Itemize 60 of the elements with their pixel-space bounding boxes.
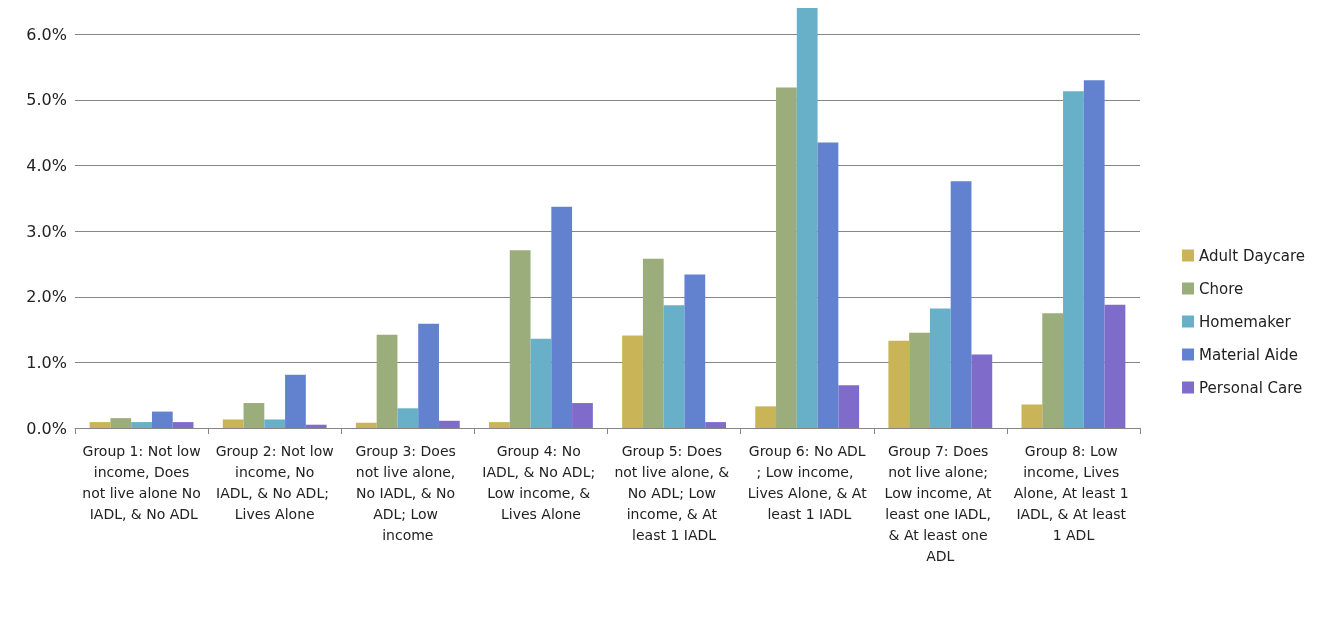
y-tick-label: 5.0% (26, 90, 67, 110)
legend-label: Personal Care (1199, 378, 1303, 397)
bar (1083, 80, 1105, 428)
x-tick-label: Group 8: Low income, Lives Alone, At least 1 IADL, & At least 1 ADL (1013, 442, 1134, 543)
bar (489, 422, 510, 428)
x-tick-label: Group 4: No IADL, & No ADL; Low income, & Lives Alone (482, 442, 600, 522)
y-tick-label: 4.0% (26, 156, 67, 175)
bar (397, 408, 419, 428)
bar (909, 332, 930, 428)
bar (817, 142, 839, 428)
bar (705, 422, 726, 428)
bar (355, 422, 377, 428)
bar (151, 411, 173, 428)
bar (622, 335, 643, 428)
y-tick-label: 1.0% (26, 352, 67, 372)
legend-label: Material Aide (1199, 345, 1298, 364)
bar (1063, 91, 1084, 428)
bar (1021, 404, 1043, 428)
bar (755, 406, 777, 428)
bar (243, 403, 265, 428)
y-tick-label: 3.0% (26, 221, 67, 241)
bar (264, 419, 286, 428)
bar (776, 87, 797, 428)
bar (929, 308, 951, 428)
bar (172, 422, 194, 428)
bar (131, 422, 152, 428)
x-tick-label: Group 2: Not low income, No IADL, & No ADL; Lives Alone (215, 442, 334, 522)
x-tick-label: Group 1: Not low income, Does not live alone No IADL, & No ADL (82, 442, 201, 522)
y-tick-label: 0.0% (26, 418, 67, 438)
bar (838, 385, 860, 428)
bar (89, 422, 111, 428)
bar (438, 420, 460, 428)
bar (305, 424, 327, 428)
x-tick-label: Group 7: Does not live alone; Low income, At least one IADL, & At least one ADL (884, 442, 997, 564)
bar (1104, 304, 1126, 428)
x-tick-label: Group 3: Does not live alone, No IADL, & No ADL; Low income (355, 442, 461, 543)
x-tick-label: Group 6: No ADL; Low income, Lives Alone, & At least 1 IADL (747, 442, 868, 522)
bar (376, 334, 398, 428)
bar (285, 374, 306, 428)
bar (888, 340, 910, 428)
bar (418, 323, 439, 428)
bar (950, 181, 972, 428)
legend-label: Homemaker (1199, 312, 1292, 331)
bar (642, 258, 664, 428)
bar (1042, 313, 1064, 428)
bar (971, 354, 993, 428)
bar (530, 338, 552, 428)
bar (684, 274, 706, 428)
bar (663, 305, 685, 428)
x-tick-label: Group 5: Does not live alone, & No ADL; Low income, & At least 1 IADL (614, 442, 734, 543)
legend-label: Adult Daycare (1199, 246, 1305, 265)
bar (110, 418, 132, 428)
legend-label: Chore (1199, 279, 1244, 298)
bar (572, 403, 593, 428)
bar (551, 206, 573, 428)
bar (509, 250, 531, 428)
bar (222, 419, 244, 428)
bar (796, 8, 818, 428)
y-tick-label: 6.0% (26, 24, 67, 44)
y-tick-label: 2.0% (26, 287, 67, 307)
